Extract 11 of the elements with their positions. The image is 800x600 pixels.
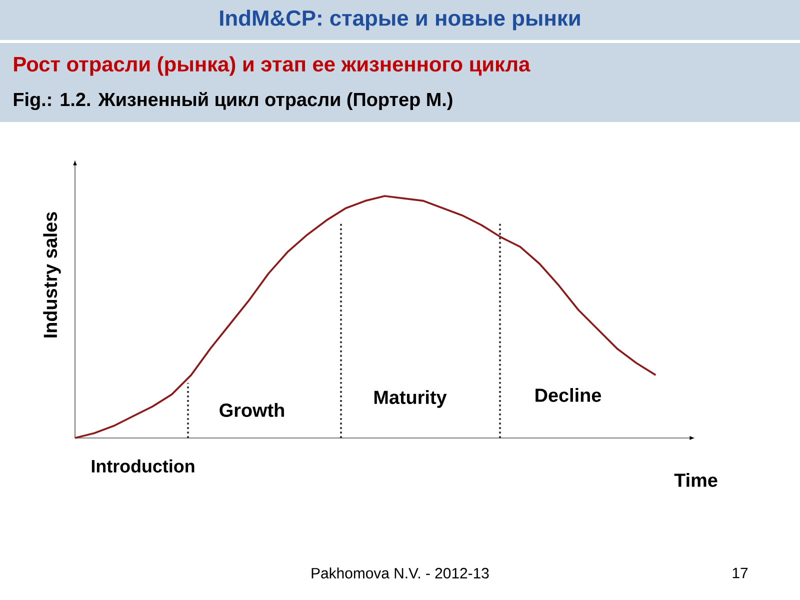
annotation: Growth bbox=[220, 403, 284, 417]
chart-subtitle: Рост отрасли (рынка) и этап ее жизненного цикла bbox=[14, 56, 530, 76]
text: Fig.: 1.2. Жизненный цикл отрасли (Портер М.) bbox=[14, 92, 452, 110]
annotation: Decline bbox=[536, 388, 602, 402]
x-axis-title: Time bbox=[674, 473, 718, 487]
y-axis-title: Industry sales bbox=[43, 212, 61, 338]
text: Pakhomova N.V. - 2012-13 bbox=[312, 568, 489, 578]
annotation: Maturity bbox=[374, 390, 447, 408]
chart-title: IndM&CP: старые и новые рынки bbox=[220, 10, 580, 30]
text: 17 bbox=[732, 568, 748, 578]
text: Introduction bbox=[92, 459, 194, 473]
